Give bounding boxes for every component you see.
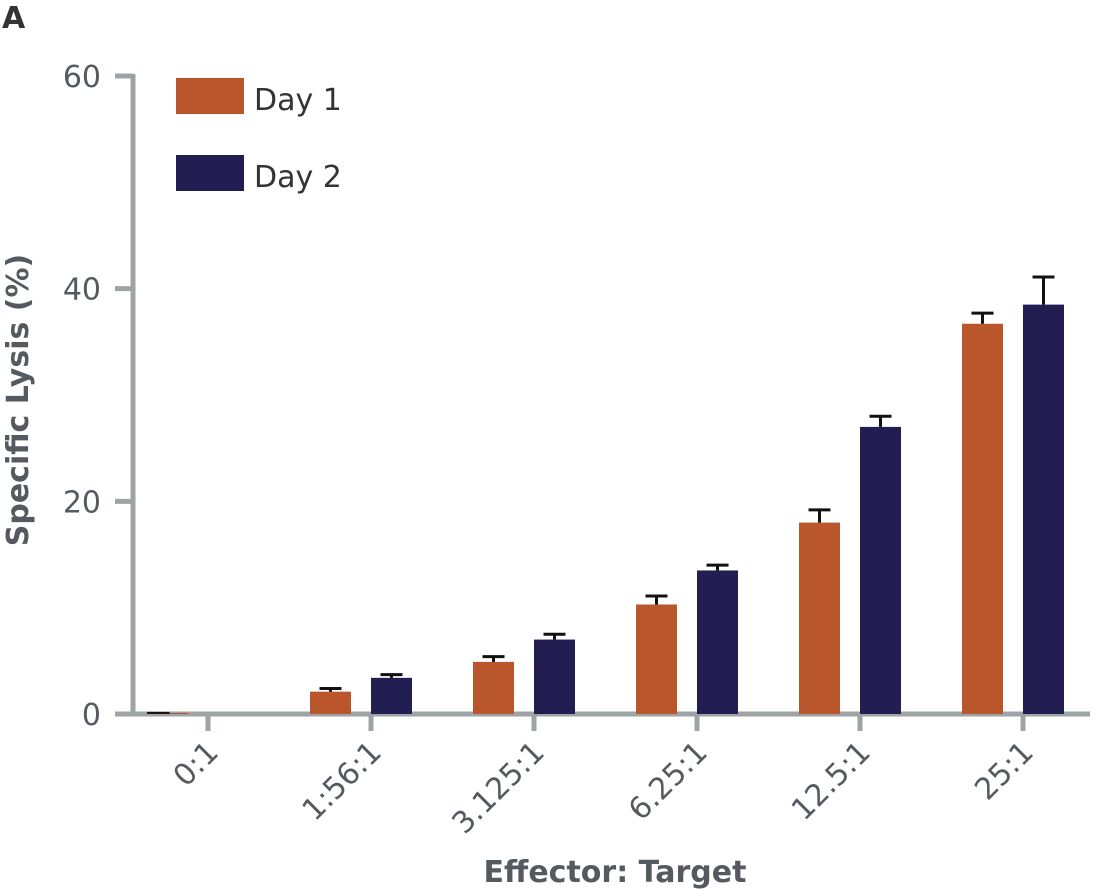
- x-axis: 0:1 1:56:1 3.125:1 6.25:1 12.5:1 25:1: [117, 711, 1090, 841]
- panel-label: A: [2, 1, 26, 36]
- y-tick-label: 40: [63, 273, 101, 308]
- y-axis-title: Specific Lysis (%): [1, 254, 36, 547]
- x-tick-label: 25:1: [968, 735, 1040, 807]
- legend-label: Day 2: [254, 160, 342, 195]
- bar-day-2: [371, 677, 412, 714]
- bar-day-1: [636, 604, 677, 714]
- bar-day-1: [962, 323, 1003, 714]
- x-axis-title: Effector: Target: [484, 855, 747, 890]
- x-tick-label: 1:56:1: [296, 735, 389, 828]
- legend: Day 1 Day 2: [176, 78, 342, 195]
- legend-swatch: [176, 78, 244, 114]
- x-tick-label: 6.25:1: [622, 735, 715, 828]
- x-tick-label: 3.125:1: [446, 735, 552, 841]
- bar-day-1: [310, 691, 351, 714]
- legend-label: Day 1: [254, 83, 342, 118]
- x-tick-label: 0:1: [167, 735, 226, 794]
- y-tick-label: 0: [82, 698, 101, 733]
- bar-day-2: [534, 639, 575, 714]
- y-axis: 0 20 40 60: [63, 60, 136, 733]
- y-tick-label: 60: [63, 60, 101, 95]
- bars: [147, 275, 1064, 714]
- y-tick-label: 20: [63, 485, 101, 520]
- legend-swatch: [176, 155, 244, 191]
- bar-day-2: [860, 426, 901, 714]
- x-tick-label: 12.5:1: [785, 735, 878, 828]
- bar-day-1: [799, 522, 840, 714]
- bar-day-2: [1023, 304, 1064, 714]
- bar-day-2: [697, 570, 738, 714]
- bar-day-1: [473, 661, 514, 714]
